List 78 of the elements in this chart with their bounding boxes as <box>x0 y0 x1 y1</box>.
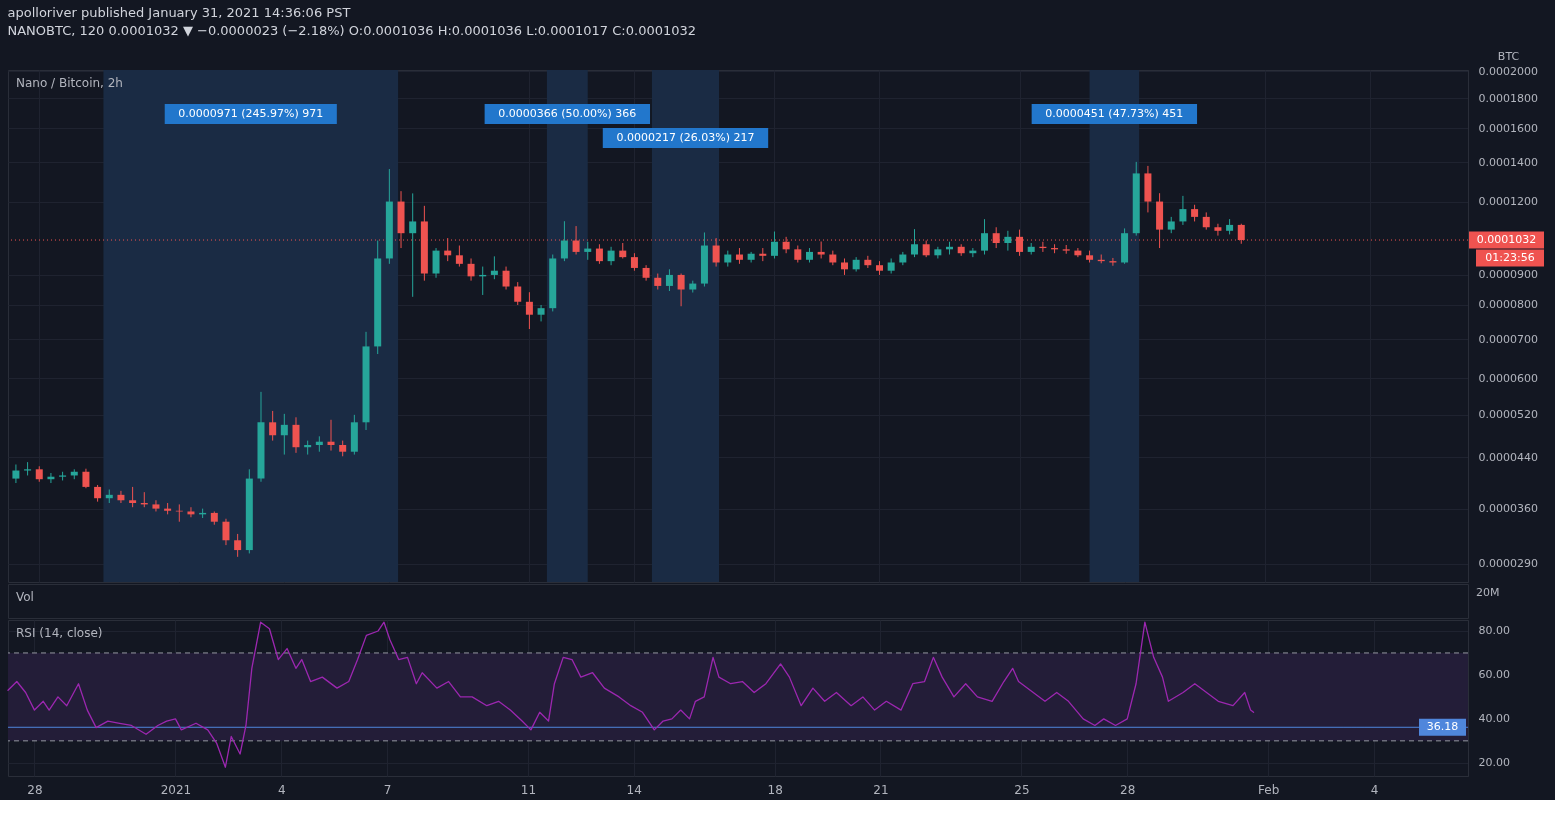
candlestick <box>129 486 137 508</box>
text: RSI (14, close) <box>16 626 103 640</box>
y-tick-label: 0.0000800 <box>1478 298 1538 312</box>
y-tick-label: 80.00 <box>1478 624 1510 638</box>
y-tick-label: 0.0000520 <box>1478 408 1538 422</box>
candlestick <box>525 291 533 330</box>
candlestick <box>82 468 90 489</box>
y-axis-title: BTC <box>1497 49 1520 63</box>
candlestick <box>222 518 230 546</box>
x-tick-label: 11 <box>520 782 537 797</box>
candlestick <box>502 266 510 291</box>
band-label: 0.0000366 (50.00%) 366 <box>498 107 637 120</box>
candlestick <box>117 490 125 504</box>
candlestick <box>1179 195 1187 226</box>
candlestick <box>537 304 545 322</box>
y-tick-label: 0.0001600 <box>1478 121 1538 135</box>
y-tick-label: 40.00 <box>1478 712 1510 726</box>
candlestick <box>607 246 615 266</box>
y-tick-label: 0.0002000 <box>1478 64 1538 78</box>
x-tick-label: Feb <box>1258 782 1280 797</box>
candlestick <box>455 245 463 268</box>
line-series <box>7 621 1255 768</box>
y-tick-label: 0.0001800 <box>1478 91 1538 105</box>
band-label: 0.0000451 (47.73%) 451 <box>1045 107 1184 120</box>
candlestick <box>514 281 522 306</box>
y-tick-label: 0.0000900 <box>1478 268 1538 282</box>
candlestick <box>269 410 277 442</box>
candlestick <box>280 413 288 456</box>
text: 20M <box>1476 586 1500 599</box>
x-tick-label: 18 <box>767 782 783 797</box>
x-tick-label: 28 <box>27 782 43 797</box>
x-tick-label: 2021 <box>160 782 192 797</box>
chart-subtitle: NANOBTC, 120 0.0001032 ▼ −0.0000023 (−2.18%) O:0.0001036 H:0.0001036 L:0.0001017 C:0.0001032 <box>7 23 697 38</box>
x-tick-label: 21 <box>873 782 889 797</box>
band-label: 0.0000971 (245.97%) 971 <box>178 107 324 120</box>
candlestick <box>911 228 919 258</box>
ref-line-label: 36.18 <box>1426 720 1459 734</box>
candlestick <box>981 218 989 256</box>
candlestick <box>1004 230 1012 252</box>
candlestick <box>152 499 160 512</box>
candlestick <box>1214 223 1222 237</box>
x-tick-label: 14 <box>626 782 642 797</box>
candlestick <box>770 231 778 259</box>
x-tick-label: 28 <box>1120 782 1136 797</box>
band-label: 0.0000217 (26.03%) 217 <box>616 131 755 144</box>
candlestick <box>292 416 300 454</box>
candlestick <box>595 243 603 265</box>
candlestick <box>12 464 20 484</box>
x-tick-label: 7 <box>383 782 392 797</box>
ref-line-label: 0.0001032 <box>1476 233 1537 247</box>
x-tick-label: 4 <box>277 782 286 797</box>
x-tick-label: 4 <box>1370 782 1379 797</box>
y-tick-label: 60.00 <box>1478 668 1510 682</box>
candlestick <box>677 273 685 307</box>
candlestick <box>409 192 417 298</box>
candlestick <box>187 506 195 518</box>
x-tick-label: 25 <box>1014 782 1030 797</box>
y-tick-label: 0.0000700 <box>1478 332 1538 346</box>
candlestick <box>560 220 568 262</box>
text: 01:23:56 <box>1485 251 1535 265</box>
y-tick-label: 20.00 <box>1478 756 1510 770</box>
y-tick-label: 0.0000290 <box>1478 557 1538 571</box>
y-tick-label: 0.0000440 <box>1478 450 1538 464</box>
candlestick <box>665 268 673 292</box>
y-tick-label: 0.0000600 <box>1478 371 1538 385</box>
candlestick <box>234 533 242 558</box>
candlestick <box>584 241 592 261</box>
y-tick-label: 0.0001400 <box>1478 155 1538 169</box>
candlestick <box>467 257 475 282</box>
y-tick-label: 0.0001200 <box>1478 195 1538 209</box>
y-tick-label: 0.0000360 <box>1478 502 1538 516</box>
candlestick <box>327 419 335 452</box>
annotation: Nano / Bitcoin, 2h <box>16 76 123 90</box>
candlestick <box>817 241 825 259</box>
candlestick <box>490 255 498 280</box>
text: Vol <box>16 590 34 604</box>
candlestick <box>432 247 440 279</box>
chart-title: apolloriver published January 31, 2021 14:36:06 PST <box>7 5 351 20</box>
